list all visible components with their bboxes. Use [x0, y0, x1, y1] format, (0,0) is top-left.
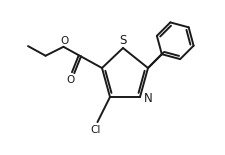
- Text: S: S: [119, 35, 126, 47]
- Text: N: N: [143, 91, 152, 104]
- Text: O: O: [60, 36, 68, 46]
- Text: O: O: [66, 75, 74, 85]
- Text: Cl: Cl: [90, 125, 100, 135]
